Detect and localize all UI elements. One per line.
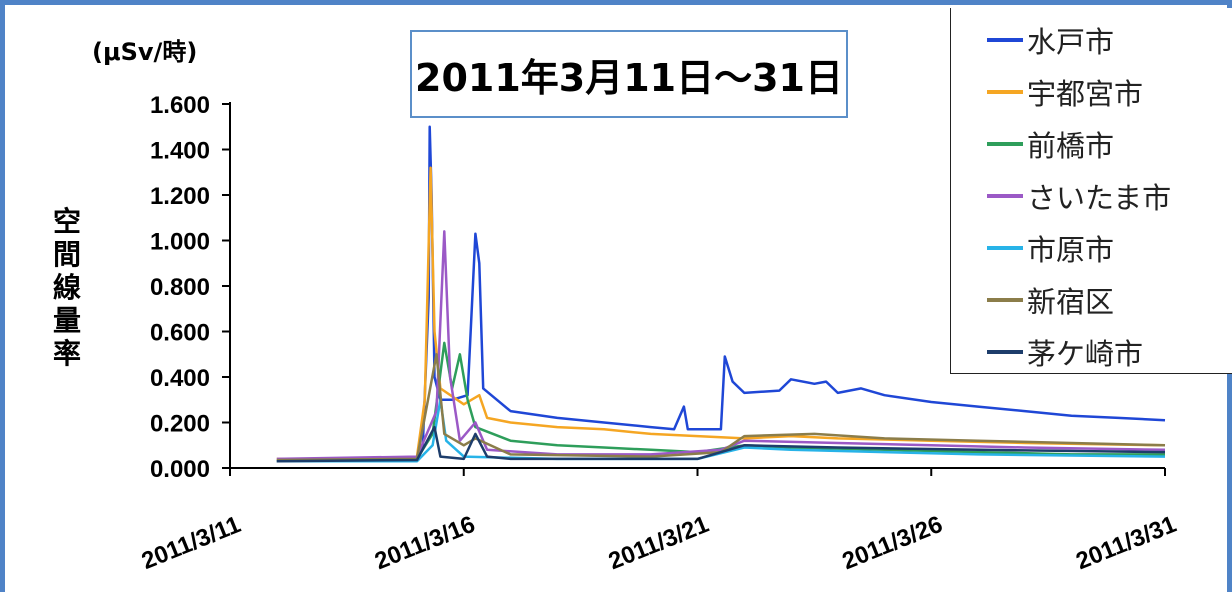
legend-swatch xyxy=(987,246,1023,250)
y-axis-label-char: 率 xyxy=(52,337,81,370)
legend-swatch xyxy=(987,90,1023,94)
legend-label: 市原市 xyxy=(1027,233,1115,267)
legend-item: 前橋市 xyxy=(987,124,1114,164)
legend-item: 新宿区 xyxy=(987,280,1114,320)
series-line-3 xyxy=(276,230,1166,461)
legend-label: 茅ケ崎市 xyxy=(1027,337,1144,371)
y-axis-label-char: 間 xyxy=(52,238,81,271)
legend-swatch xyxy=(987,350,1023,354)
legend-label: 水戸市 xyxy=(1027,25,1115,59)
y-tick-label: 0.400 xyxy=(150,365,210,392)
x-tick-label: 2011/3/11 xyxy=(138,511,245,575)
chart-title-box: 2011年3月11日～31日 xyxy=(410,30,848,118)
legend-item: 市原市 xyxy=(987,228,1114,268)
legend-label: 宇都宮市 xyxy=(1027,77,1144,111)
legend-label: 新宿区 xyxy=(1027,285,1115,319)
series-line-6 xyxy=(276,425,1166,463)
y-axis-label-char: 量 xyxy=(52,304,81,337)
series-line-2 xyxy=(276,341,1165,463)
x-tick-label: 2011/3/26 xyxy=(838,511,946,576)
y-tick-label: 0.600 xyxy=(150,320,210,347)
y-tick-label: 0.000 xyxy=(150,456,210,483)
y-tick-label: 1.400 xyxy=(150,138,210,165)
x-tick-label: 2011/3/31 xyxy=(1072,511,1180,576)
y-tick-label: 1.200 xyxy=(150,183,210,210)
series-line-1 xyxy=(276,166,1166,461)
series-layer xyxy=(276,125,1166,463)
legend-swatch xyxy=(987,38,1023,42)
x-tick-label: 2011/3/21 xyxy=(605,511,713,576)
y-tick-label: 0.200 xyxy=(150,411,210,438)
legend-swatch xyxy=(987,142,1023,146)
legend-label: 前橋市 xyxy=(1027,129,1115,163)
y-axis-unit: (μSv/時) xyxy=(92,38,198,66)
legend-swatch xyxy=(987,194,1023,198)
legend-item: 宇都宮市 xyxy=(987,72,1143,112)
y-axis-label-char: 線 xyxy=(52,271,81,304)
y-tick-label: 1.600 xyxy=(150,92,210,119)
legend-item: 茅ケ崎市 xyxy=(987,332,1143,372)
series-line-5 xyxy=(276,353,1166,462)
legend: 水戸市宇都宮市前橋市さいたま市市原市新宿区茅ケ崎市 xyxy=(950,8,1232,374)
legend-label: さいたま市 xyxy=(1027,181,1172,215)
y-axis-label-char: 空 xyxy=(52,205,81,238)
y-tick-label: 0.800 xyxy=(150,274,210,301)
x-tick-label: 2011/3/16 xyxy=(371,511,479,576)
legend-item: 水戸市 xyxy=(987,20,1114,60)
legend-swatch xyxy=(987,298,1023,302)
y-tick-label: 1.000 xyxy=(150,229,210,256)
series-line-0 xyxy=(393,125,1166,461)
chart-title: 2011年3月11日～31日 xyxy=(415,55,843,100)
y-axis-label: 空間線量率 xyxy=(50,205,84,370)
legend-item: さいたま市 xyxy=(987,176,1171,216)
